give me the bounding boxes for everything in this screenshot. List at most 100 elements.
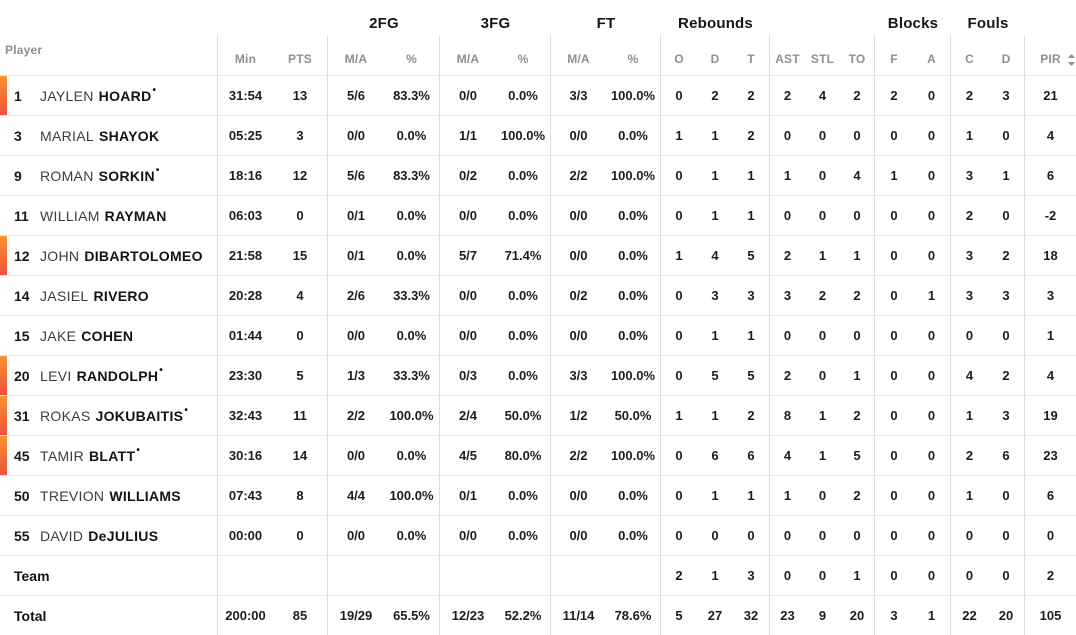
stat-cell-reb-d: 4 xyxy=(711,248,719,263)
player-last-name: SHAYOK xyxy=(98,127,160,144)
player-row-31[interactable]: 31 ROKAS JOKUBAITIS • 32:43 11 2/2 100.0% 2/4 50.… xyxy=(0,395,1076,435)
player-row-15[interactable]: 15 JAKE COHEN 01:44 0 0/0 0.0% 0/0 0.0% 0/0 0.0% 0 1… xyxy=(0,315,1076,355)
player-first-name: JOHN xyxy=(40,247,80,264)
row-label: Total xyxy=(14,607,47,624)
player-first-name: LEVI xyxy=(40,367,72,384)
stat-cell-min: 200:00 xyxy=(225,608,266,623)
stat-cell-foul-c: 1 xyxy=(965,488,974,503)
stat-cell-fg2-ma: 5/6 xyxy=(346,88,366,103)
column-header-foul-c: C xyxy=(965,52,974,66)
stat-cell-ft-ma: 2/2 xyxy=(569,448,588,463)
column-header-pir[interactable]: PIR xyxy=(1025,35,1076,75)
stat-cell-ast: 0 xyxy=(783,568,792,583)
player-row-20[interactable]: 20 LEVI RANDOLPH • 23:30 5 1/3 33.3% 0/3 0.0% 3/3 1… xyxy=(0,355,1076,395)
stat-cell-pts: 4 xyxy=(273,276,328,315)
stat-cell-reb-d: 5 xyxy=(711,368,719,383)
player-cell: Team xyxy=(0,556,218,595)
player-row-55[interactable]: 55 DAVID DeJULIUS 00:00 0 0/0 0.0% 0/0 0.0% 0/0 0.… xyxy=(0,515,1076,555)
stat-cell-ft-pct: 0.0% xyxy=(606,276,661,315)
player-row-45[interactable]: 45 TAMIR BLATT • 30:16 14 0/0 0.0% 4/5 80.0% 2/2 10… xyxy=(0,435,1076,475)
stat-cell-ast: 1 xyxy=(783,168,792,183)
stat-cell-pts: 0 xyxy=(273,196,328,235)
player-row-50[interactable]: 50 TREVION WILLIAMS 07:43 8 4/4 100.0% 0/1 0.0% 0… xyxy=(0,475,1076,515)
stat-cell-pts: 5 xyxy=(273,356,328,395)
stat-cell-fg3-ma: 2/4 xyxy=(458,408,478,423)
player-row-14[interactable]: 14 JASIEL RIVERO 20:28 4 2/6 33.3% 0/0 0.0% 0/2 0.… xyxy=(0,275,1076,315)
player-first-name: ROKAS xyxy=(40,407,91,424)
stat-cell-reb-o: 0 xyxy=(675,448,683,463)
player-row-9[interactable]: 9 ROMAN SORKIN • 18:16 12 5/6 83.3% 0/2 0.0% 2/2 10… xyxy=(0,155,1076,195)
jersey-number: 11 xyxy=(14,207,29,224)
column-header-fg3-ma: M/A xyxy=(456,52,480,66)
stat-cell-pts: 13 xyxy=(273,76,328,115)
team-row: Team 2 1 3 0 0 1 0 0 0 0 2 xyxy=(0,555,1076,595)
stat-cell-fg2-pct: 0.0% xyxy=(384,116,440,155)
stat-cell-fg2-pct: 33.3% xyxy=(384,276,440,315)
stat-cell-stl: 0 xyxy=(818,168,827,183)
stat-cell-fg3-ma: 1/1 xyxy=(458,128,478,143)
stat-cell-fg3-pct: 71.4% xyxy=(496,236,551,275)
player-cell: 3 MARIAL SHAYOK xyxy=(0,116,218,155)
stat-cell-pir: 21 xyxy=(1043,88,1058,103)
player-first-name: ROMAN xyxy=(40,167,94,184)
stat-cell-blk-f: 3 xyxy=(890,608,898,623)
stat-cell-to: 0 xyxy=(840,316,875,355)
stat-cell-to: 20 xyxy=(840,596,875,635)
player-row-12[interactable]: 12 JOHN DIBARTOLOMEO 21:58 15 0/1 0.0% 5/7 71.4%… xyxy=(0,235,1076,275)
stat-cell-reb-o: 1 xyxy=(675,248,683,263)
stat-cell-fg2-ma: 4/4 xyxy=(346,488,366,503)
on-court-indicator xyxy=(0,236,7,275)
stat-cell-blk-f: 0 xyxy=(890,128,898,143)
stat-cell-min xyxy=(218,556,273,595)
stat-cell-stl: 2 xyxy=(818,288,827,303)
stat-cell-ft-ma: 3/3 xyxy=(569,88,588,103)
stat-cell-reb-d: 1 xyxy=(711,488,719,503)
group-header-ft: FT xyxy=(596,15,616,32)
stat-cell-reb-t: 2 xyxy=(733,76,770,115)
on-court-indicator xyxy=(0,76,7,115)
stat-cell-reb-o: 0 xyxy=(675,288,683,303)
stat-cell-fg3-ma: 12/23 xyxy=(451,608,485,623)
stat-cell-fg2-pct: 83.3% xyxy=(384,76,440,115)
player-first-name: WILLIAM xyxy=(40,207,100,224)
stat-cell-ft-pct: 0.0% xyxy=(606,196,661,235)
jersey-number: 12 xyxy=(14,247,30,264)
stat-cell-pir: 4 xyxy=(1046,368,1055,383)
sort-arrows-icon xyxy=(1067,54,1075,66)
stat-cell-to: 2 xyxy=(840,76,875,115)
player-cell: 31 ROKAS JOKUBAITIS • xyxy=(0,396,218,435)
stat-cell-pts: 0 xyxy=(273,316,328,355)
stat-cell-foul-d: 0 xyxy=(988,116,1025,155)
stat-cell-reb-o: 0 xyxy=(675,168,683,183)
stat-cell-ast: 0 xyxy=(783,208,792,223)
jersey-number: 31 xyxy=(14,407,30,424)
player-row-3[interactable]: 3 MARIAL SHAYOK 05:25 3 0/0 0.0% 1/1 100.0% 0/0 0.… xyxy=(0,115,1076,155)
stat-cell-fg2-ma: 0/0 xyxy=(346,128,366,143)
player-row-1[interactable]: 1 JAYLEN HOARD • 31:54 13 5/6 83.3% 0/0 0.0% 3/3 10… xyxy=(0,75,1076,115)
player-cell: 12 JOHN DIBARTOLOMEO xyxy=(0,236,218,275)
stat-cell-to: 2 xyxy=(840,396,875,435)
stat-cell-fg3-ma: 0/0 xyxy=(458,208,478,223)
stat-cell-blk-f: 0 xyxy=(890,248,898,263)
stat-cell-fg2-pct: 65.5% xyxy=(384,596,440,635)
stat-cell-fg3-ma: 4/5 xyxy=(458,448,478,463)
player-first-name: JAKE xyxy=(40,327,77,344)
stat-cell-foul-c: 1 xyxy=(965,128,974,143)
stat-cell-reb-o: 0 xyxy=(675,528,683,543)
stat-cell-ft-ma: 3/3 xyxy=(569,368,588,383)
stat-cell-pir: 18 xyxy=(1043,248,1058,263)
stat-cell-ast: 1 xyxy=(783,488,792,503)
stat-cell-pir: 6 xyxy=(1046,488,1055,503)
group-header-3fg: 3FG xyxy=(480,15,511,32)
player-cell: 15 JAKE COHEN xyxy=(0,316,218,355)
player-row-11[interactable]: 11 WILLIAM RAYMAN 06:03 0 0/1 0.0% 0/0 0.0% 0/0 0.… xyxy=(0,195,1076,235)
stat-cell-pts xyxy=(273,556,328,595)
stat-cell-to: 1 xyxy=(840,236,875,275)
group-header-blocks: Blocks xyxy=(887,15,939,32)
stat-cell-min: 05:25 xyxy=(228,128,263,143)
stat-cell-reb-d: 0 xyxy=(711,528,719,543)
stat-cell-ft-pct: 100.0% xyxy=(606,356,661,395)
stat-cell-min: 06:03 xyxy=(228,208,263,223)
row-label: Team xyxy=(14,567,50,584)
player-last-name: RAYMAN xyxy=(104,207,167,224)
